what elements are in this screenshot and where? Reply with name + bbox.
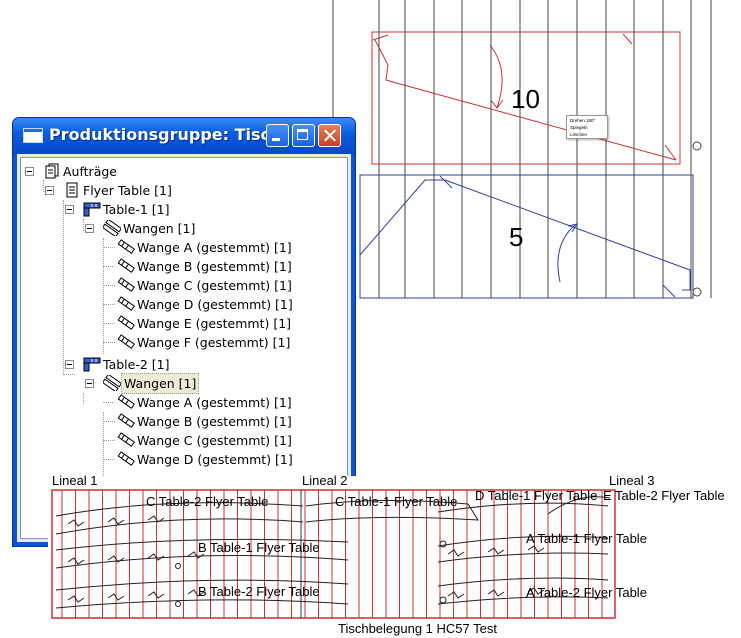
tree-label: Wange F (gestemmt) [1] <box>137 335 291 350</box>
menu-item-spiegeln[interactable]: Spiegeln <box>570 125 588 130</box>
collapse-toggle[interactable] <box>65 360 74 369</box>
part-label-c-table-1[interactable]: C Table-1 Flyer Table <box>335 494 458 509</box>
window-title: Produktionsgruppe: Tisc... <box>49 125 289 144</box>
layout-caption: Tischbelegung 1 HC57 Test <box>338 621 497 636</box>
context-menu[interactable]: Drehen 180° Spiegeln Löschen <box>566 115 608 139</box>
collapse-toggle[interactable] <box>25 167 34 176</box>
stringer-icon <box>117 296 135 311</box>
part-number-10: 10 <box>511 84 540 114</box>
collapse-toggle[interactable] <box>85 224 94 233</box>
stringer-icon <box>117 334 135 349</box>
part-label-d-table-1[interactable]: D Table-1 Flyer Table <box>475 488 598 503</box>
tree-label: Wange A (gestemmt) [1] <box>137 395 292 410</box>
nesting-layout-drawing[interactable] <box>48 476 741 638</box>
lineal-3-label: Lineal 3 <box>609 473 655 488</box>
tree-label: Wange A (gestemmt) [1] <box>137 240 292 255</box>
tree-label: Wange C (gestemmt) [1] <box>137 278 292 293</box>
collapse-toggle[interactable] <box>85 379 94 388</box>
tree-label: Table-1 [1] <box>103 202 170 217</box>
tree-label: Wange B (gestemmt) [1] <box>137 259 292 274</box>
lineal-2-label: Lineal 2 <box>302 473 348 488</box>
tree-label: Wange B (gestemmt) [1] <box>137 414 292 429</box>
tree-label: Wange C (gestemmt) [1] <box>137 433 292 448</box>
window-icon <box>23 128 43 143</box>
collapse-toggle[interactable] <box>65 205 74 214</box>
stair-icon <box>83 202 101 217</box>
cad-drawing[interactable] <box>0 0 741 300</box>
stringer-icon <box>117 394 135 409</box>
tree-label: Aufträge <box>63 164 117 179</box>
part-label-a-table-2[interactable]: A Table-2 Flyer Table <box>526 585 647 600</box>
production-group-window[interactable]: Produktionsgruppe: Tisc... Aufträge <box>12 117 356 547</box>
tree-label: Wange E (gestemmt) [1] <box>137 316 292 331</box>
stringer-group-icon <box>103 220 121 236</box>
stringer-icon <box>117 239 135 254</box>
tree-label: Wange D (gestemmt) [1] <box>137 452 293 467</box>
menu-item-drehen[interactable]: Drehen 180° <box>570 118 596 123</box>
collapse-toggle[interactable] <box>45 186 54 195</box>
documents-icon <box>45 163 59 179</box>
part-number-5: 5 <box>509 222 524 252</box>
minimize-button[interactable] <box>266 124 289 147</box>
tree-label-selected: Wangen [1] <box>121 373 200 394</box>
production-tree[interactable]: Aufträge Flyer Table [1] Table-1 [1] <box>20 157 348 539</box>
title-bar[interactable]: Produktionsgruppe: Tisc... <box>13 118 355 154</box>
part-label-b-table-1[interactable]: B Table-1 Flyer Table <box>198 540 320 555</box>
stringer-icon <box>117 413 135 428</box>
stringer-icon <box>117 451 135 466</box>
stringer-icon <box>117 277 135 292</box>
part-label-b-table-2[interactable]: B Table-2 Flyer Table <box>198 584 320 599</box>
close-button[interactable] <box>318 124 341 147</box>
tree-label: Table-2 [1] <box>103 357 170 372</box>
document-icon <box>66 182 78 198</box>
tree-label: Wangen [1] <box>123 221 196 236</box>
part-label-e-table-2[interactable]: E Table-2 Flyer Table <box>603 488 725 503</box>
stair-icon <box>83 357 101 372</box>
stringer-icon <box>117 315 135 330</box>
stringer-group-icon <box>103 375 121 391</box>
lineal-1-label: Lineal 1 <box>52 473 98 488</box>
tree-label: Wange D (gestemmt) [1] <box>137 297 293 312</box>
maximize-button[interactable] <box>292 124 315 147</box>
part-label-a-table-1[interactable]: A Table-1 Flyer Table <box>526 531 647 546</box>
tree-label: Flyer Table [1] <box>83 183 172 198</box>
part-label-c-table-2[interactable]: C Table-2 Flyer Table <box>146 494 269 509</box>
stringer-icon <box>117 432 135 447</box>
table-layout-panel[interactable]: Lineal 1 Lineal 2 Lineal 3 C Table-2 Fly… <box>48 473 741 638</box>
menu-item-loeschen[interactable]: Löschen <box>570 132 588 137</box>
stringer-icon <box>117 258 135 273</box>
